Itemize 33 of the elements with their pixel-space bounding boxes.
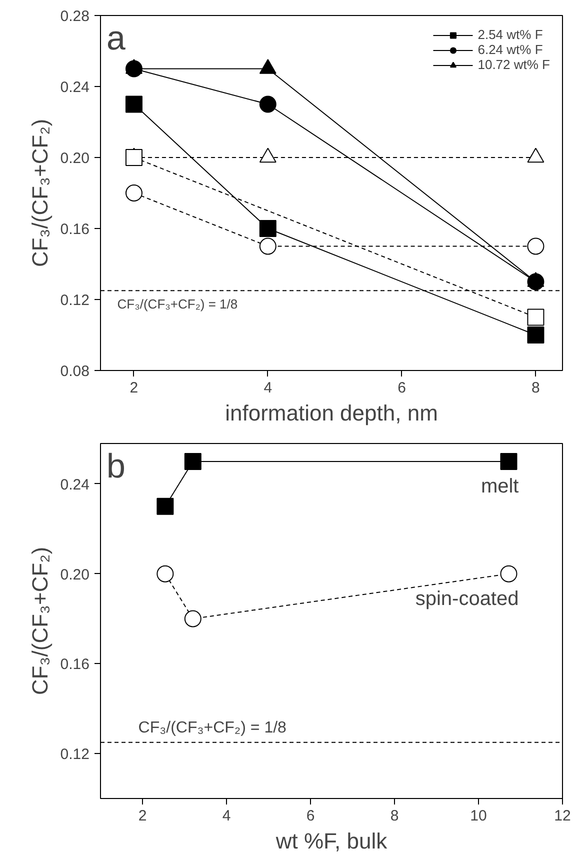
annotation: CF₃/(CF₃+CF₂) = 1/8 [117, 296, 238, 312]
x-axis-title: wt %F, bulk [274, 828, 388, 854]
x-tick-label: 2 [130, 380, 138, 396]
x-tick-label: 12 [554, 808, 571, 824]
y-tick-label: 0.28 [60, 8, 90, 25]
x-tick-label: 8 [390, 808, 399, 824]
x-tick-label: 6 [398, 380, 406, 396]
x-tick-label: 2 [138, 808, 147, 824]
y-tick-label: 0.20 [60, 566, 90, 584]
x-tick-label: 6 [306, 808, 315, 824]
y-tick-label: 0.12 [60, 292, 90, 309]
x-tick-label: 4 [222, 808, 231, 824]
annotation: b [106, 448, 126, 486]
annotation: CF₃/(CF₃+CF₂) = 1/8 [138, 719, 287, 736]
y-tick-label: 0.12 [60, 746, 90, 764]
y-axis-title: CF₃/(CF₃+CF₂) [27, 546, 52, 696]
x-tick-label: 4 [264, 380, 272, 396]
series-label: melt [480, 475, 520, 498]
x-tick-label: 10 [470, 808, 487, 824]
legend-label: 6.24 wt% F [478, 42, 543, 57]
x-tick-label: 8 [532, 380, 540, 396]
y-tick-label: 0.16 [60, 656, 90, 674]
x-axis-title: information depth, nm [225, 400, 438, 426]
legend-label: 2.54 wt% F [478, 27, 543, 42]
annotation: a [106, 20, 126, 58]
legend-label: 10.72 wt% F [478, 57, 550, 72]
y-tick-label: 0.08 [60, 363, 90, 380]
y-tick-label: 0.20 [60, 150, 90, 167]
y-tick-label: 0.24 [60, 476, 90, 494]
y-tick-label: 0.24 [60, 79, 90, 96]
y-axis-title: CF₃/(CF₃+CF₂) [27, 118, 52, 268]
series-label: spin-coated [415, 588, 519, 610]
y-tick-label: 0.16 [60, 221, 90, 238]
